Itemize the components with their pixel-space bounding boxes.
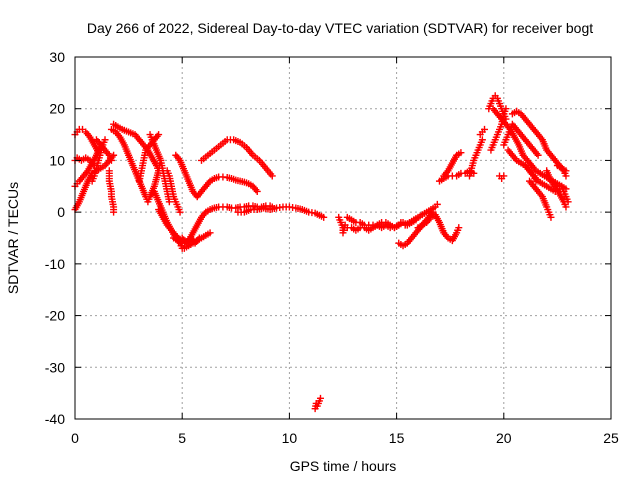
x-tick-label: 5 xyxy=(178,430,186,446)
axis-ticks: 0 5 10 15 20 25 -40 -30 -20 -10 0 10 20 30 xyxy=(45,49,619,446)
data-point xyxy=(206,229,214,237)
series-arc-ad xyxy=(476,125,489,139)
y-axis-label: SDTVAR / TECUs xyxy=(5,182,21,294)
y-tick-label: -20 xyxy=(45,308,65,324)
data-point xyxy=(562,167,570,175)
series-arc-z xyxy=(414,211,463,245)
data-point xyxy=(502,105,510,113)
x-tick-label: 25 xyxy=(603,430,619,446)
series-arc-p xyxy=(172,151,201,201)
series-arc-aa xyxy=(435,167,478,185)
data-point xyxy=(564,198,572,206)
y-tick-label: -30 xyxy=(45,359,65,375)
y-tick-label: 0 xyxy=(57,204,65,220)
data-point xyxy=(532,177,540,185)
data-point xyxy=(481,125,489,133)
data-point xyxy=(455,224,463,232)
x-axis-label: GPS time / hours xyxy=(290,458,397,474)
series-arc-n xyxy=(163,167,184,216)
data-point xyxy=(268,172,276,180)
data-point xyxy=(316,394,324,402)
data-point xyxy=(500,172,508,180)
series-arc-an xyxy=(543,167,570,211)
x-tick-label: 15 xyxy=(389,430,405,446)
series-arc-t xyxy=(311,394,324,413)
data-point xyxy=(253,187,261,195)
data-point xyxy=(320,213,328,221)
series-arc-o xyxy=(170,234,203,247)
data-point xyxy=(547,213,555,221)
data-point xyxy=(433,200,441,208)
series-arc-e xyxy=(88,136,109,185)
series-arc-y xyxy=(401,200,441,229)
x-tick-label: 20 xyxy=(496,430,512,446)
data-point xyxy=(562,203,570,211)
data-marks xyxy=(71,92,572,413)
series-arc-g xyxy=(105,167,118,216)
series-arc-f xyxy=(92,136,115,164)
y-tick-label: 30 xyxy=(49,49,65,65)
y-tick-label: -10 xyxy=(45,256,65,272)
series-arc-ai xyxy=(500,120,542,159)
data-point xyxy=(110,208,118,216)
series-arc-ap xyxy=(553,162,570,175)
data-point xyxy=(397,218,405,226)
data-point xyxy=(107,156,115,164)
series-arc-ac xyxy=(465,136,486,180)
series-arc-ao xyxy=(558,182,572,206)
series-arc-am xyxy=(526,177,555,221)
plot-frame xyxy=(74,56,612,420)
series-arc-r xyxy=(197,136,276,180)
series-arc-ab xyxy=(440,149,465,180)
data-point xyxy=(534,151,542,159)
data-point xyxy=(155,131,163,139)
series-arc-q xyxy=(193,173,261,201)
x-tick-label: 0 xyxy=(71,430,79,446)
data-point xyxy=(101,136,109,144)
series-arc-ah xyxy=(496,172,508,183)
data-point xyxy=(195,234,203,242)
series-arc-s xyxy=(234,203,328,221)
data-point xyxy=(478,136,486,144)
data-point xyxy=(165,198,173,206)
y-tick-label: 20 xyxy=(49,101,65,117)
chart-title: Day 266 of 2022, Sidereal Day-to-day VTE… xyxy=(87,20,593,36)
data-point xyxy=(176,208,184,216)
series-arc-w xyxy=(343,218,405,234)
x-tick-label: 10 xyxy=(282,430,298,446)
data-point xyxy=(457,149,465,157)
y-tick-label: -40 xyxy=(45,411,65,427)
series-arc-al xyxy=(521,162,540,185)
y-tick-label: 10 xyxy=(49,152,65,168)
